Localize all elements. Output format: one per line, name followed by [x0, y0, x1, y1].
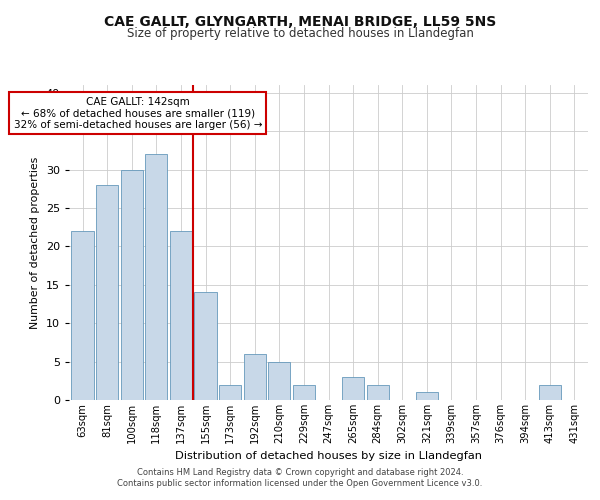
Bar [416, 392, 438, 400]
Bar [539, 384, 561, 400]
Text: CAE GALLT, GLYNGARTH, MENAI BRIDGE, LL59 5NS: CAE GALLT, GLYNGARTH, MENAI BRIDGE, LL59… [104, 15, 496, 29]
Text: CAE GALLT: 142sqm
← 68% of detached houses are smaller (119)
32% of semi-detache: CAE GALLT: 142sqm ← 68% of detached hous… [14, 96, 262, 130]
Bar [268, 362, 290, 400]
X-axis label: Distribution of detached houses by size in Llandegfan: Distribution of detached houses by size … [175, 452, 482, 462]
Bar [342, 377, 364, 400]
Bar [244, 354, 266, 400]
Bar [145, 154, 167, 400]
Bar [219, 384, 241, 400]
Y-axis label: Number of detached properties: Number of detached properties [30, 156, 40, 328]
Bar [293, 384, 315, 400]
Bar [71, 231, 94, 400]
Text: Size of property relative to detached houses in Llandegfan: Size of property relative to detached ho… [127, 28, 473, 40]
Bar [194, 292, 217, 400]
Text: Contains HM Land Registry data © Crown copyright and database right 2024.
Contai: Contains HM Land Registry data © Crown c… [118, 468, 482, 487]
Bar [367, 384, 389, 400]
Bar [170, 231, 192, 400]
Bar [96, 185, 118, 400]
Bar [121, 170, 143, 400]
